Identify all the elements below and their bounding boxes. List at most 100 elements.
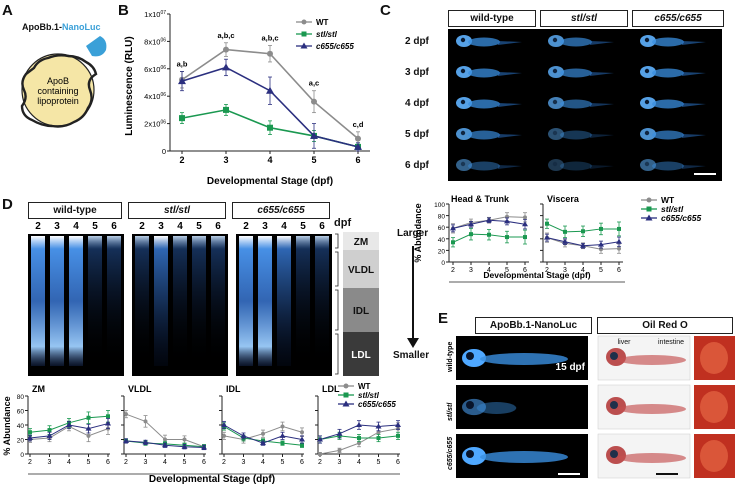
d-legend-label: WT [358, 382, 371, 391]
d-zm-xtick-label: 6 [106, 459, 110, 466]
larva-trunk [652, 99, 684, 109]
b-data-point [266, 86, 274, 94]
b-significance-label: a,b [177, 60, 188, 69]
b-xtick-label: 4 [267, 155, 272, 165]
d-header-c655: c655/c655 [232, 202, 330, 219]
c-viscera-data-point [598, 241, 604, 247]
c-row-4dpf: 4 dpf [405, 98, 429, 109]
d-zm-ytick-label: 40 [17, 423, 25, 430]
d-vldl-data-point [182, 437, 187, 442]
c-head-ytick-label: 20 [438, 248, 446, 255]
c-head-xtick-label: 4 [487, 267, 491, 274]
larva-trunk [468, 130, 500, 140]
d-ldl-title: LDL [322, 384, 340, 394]
d-idl-data-point [222, 433, 226, 438]
c-head-data-point [486, 217, 492, 223]
larva-tail [682, 72, 706, 76]
class-band [343, 288, 379, 332]
c-viscera-xtick-label: 6 [617, 267, 621, 274]
class-bracket [335, 233, 339, 249]
c-legend-label: c655/c655 [661, 213, 701, 223]
c-viscera-data-point [599, 226, 603, 231]
larva-tail [590, 72, 614, 76]
b-legend-marker [300, 42, 308, 49]
b-data-point [222, 63, 230, 71]
d-ldl-data-point [375, 423, 382, 429]
d-zm-data-point [47, 428, 52, 433]
construct-prefix: ApoBb.1- [22, 22, 62, 32]
d-ldl-xtick-label: 6 [396, 459, 400, 466]
larva-eye [460, 99, 466, 105]
c-head-data-point [468, 221, 474, 227]
d-ylabel: % Abundance [2, 396, 12, 455]
d-idl-data-point [299, 436, 305, 442]
construct-suffix: NanoLuc [62, 22, 101, 32]
class-band [343, 232, 379, 250]
d-ldl-xtick-label: 4 [357, 459, 361, 466]
d-ldl-data-point [317, 436, 323, 442]
d-legend-marker [342, 400, 350, 407]
larva-eye [644, 99, 650, 105]
particle-text-2: containing [37, 86, 78, 96]
d-zm-ytick-label: 0 [20, 452, 24, 459]
d-zm-data-point [85, 425, 92, 431]
d-ldl-data-point [376, 436, 381, 441]
d-ldl-data-point [395, 422, 401, 427]
c-legend-label: stl/stl [661, 204, 684, 214]
b-legend-label: stl/stl [316, 30, 338, 39]
d-zm-xtick-label: 2 [28, 459, 32, 466]
d-idl-xtick-label: 6 [300, 459, 304, 466]
b-legend-label: WT [316, 18, 329, 27]
c-head-data-point [469, 232, 473, 237]
larva-tail [682, 103, 706, 107]
d-vldl-xtick-label: 3 [144, 459, 148, 466]
d-idl-data-point [279, 432, 286, 438]
larva-trunk [560, 99, 592, 109]
b-ytick-label: 0 [162, 147, 166, 156]
larva-trunk [468, 161, 500, 171]
b-xtick-label: 3 [223, 155, 228, 165]
b-significance-label: c,d [353, 120, 364, 129]
c-row-3dpf: 3 dpf [405, 67, 429, 78]
e-oilredo-eye [610, 352, 618, 360]
particle-text-1: ApoB [47, 76, 69, 86]
b-data-point [179, 115, 185, 122]
e-fish-eye [466, 401, 474, 409]
larva-eye [460, 37, 466, 43]
gel-lane [107, 236, 121, 366]
d-ldl-data-point [337, 448, 342, 453]
larva-eye [460, 130, 466, 136]
gel-lane [69, 236, 83, 366]
d-zm-xtick-label: 3 [48, 459, 52, 466]
c-viscera-data-point [544, 234, 550, 240]
d-vldl-data-point [181, 443, 188, 449]
c-legend-marker [646, 197, 652, 203]
gel-lane-label: 3 [54, 221, 60, 232]
larva-tail [498, 165, 522, 169]
d-zm-data-point [105, 420, 111, 426]
c-header-stl: stl/stl [540, 10, 628, 27]
b-ylabel: Luminescence (RLU) [124, 36, 135, 135]
larva-tail [682, 41, 706, 45]
larva-trunk [560, 68, 592, 78]
d-idl-xtick-label: 4 [261, 459, 265, 466]
b-legend-label: c655/c655 [316, 42, 354, 51]
d-ldl-data-point [318, 452, 322, 456]
c-head-data-point [505, 235, 509, 240]
b-data-point [223, 46, 229, 53]
gel-lane-label: 5 [196, 221, 202, 232]
d-zm-data-point [106, 414, 110, 419]
d-vldl-data-point [163, 437, 167, 442]
larva-tail [590, 134, 614, 138]
e-header-oilredo: Oil Red O [597, 317, 733, 334]
larva-eye [552, 130, 558, 136]
c-viscera-data-point [562, 238, 568, 244]
c-head-ytick-label: 80 [438, 214, 446, 221]
panel-label-c: C [380, 2, 391, 19]
d-zm-ytick-label: 80 [17, 394, 25, 401]
e-intestine-label: intestine [658, 339, 684, 346]
e-header-nanoluc: ApoBb.1-NanoLuc [475, 317, 592, 334]
b-significance-label: a,b,c [217, 31, 234, 40]
c-head-xtick-label: 3 [469, 267, 473, 274]
e-fish-body [480, 353, 568, 365]
